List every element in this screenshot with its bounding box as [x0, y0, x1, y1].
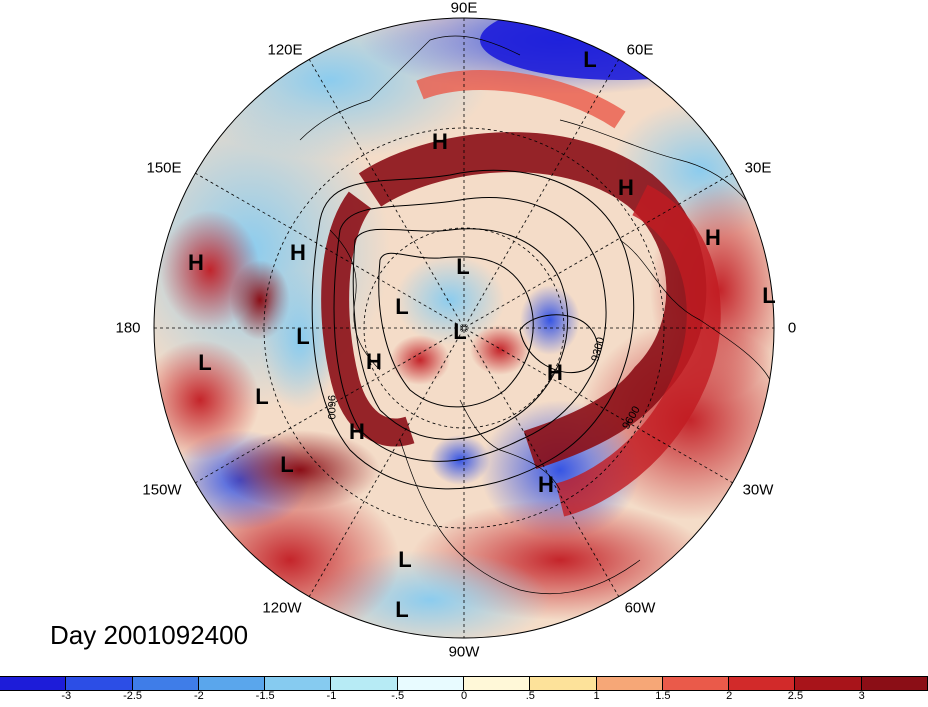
longitude-label: 30E: [744, 159, 772, 177]
longitude-label: 150W: [142, 481, 182, 499]
colorbar-tick-label: .5: [525, 690, 535, 702]
longitude-label: 60W: [624, 599, 656, 617]
colorbar-swatch: [397, 677, 464, 690]
longitude-label: 120W: [262, 599, 302, 617]
low-pressure-marker: L: [762, 283, 776, 308]
colorbar-swatch: [530, 677, 597, 690]
colorbar-tick-label: -.5: [391, 690, 405, 702]
colorbar-swatch: [795, 677, 862, 690]
colorbar-swatch: [0, 677, 67, 690]
colorbar-swatch: [729, 677, 796, 690]
colorbar-tick-label: -2: [193, 690, 204, 702]
high-pressure-marker: H: [705, 225, 721, 250]
longitude-label: 90W: [448, 643, 480, 661]
graticule: [154, 18, 774, 638]
low-pressure-marker: L: [198, 350, 212, 375]
map-boundary: [153, 17, 775, 639]
high-pressure-marker: H: [290, 240, 306, 265]
low-pressure-marker: L: [398, 547, 412, 572]
colorbar-swatch: [463, 677, 531, 690]
colorbar-swatch: [861, 677, 928, 690]
colorbar-swatch: [198, 677, 266, 690]
longitude-label: 30W: [742, 481, 774, 499]
colorbar-swatch: [331, 677, 398, 690]
longitude-label: 180: [115, 319, 141, 337]
low-pressure-marker: L: [255, 384, 269, 409]
colorbar-tick-label: 0: [460, 690, 468, 702]
low-pressure-marker: L: [453, 319, 467, 344]
colorbar-tick-label: -2.5: [123, 690, 143, 702]
low-pressure-marker: L: [280, 452, 294, 477]
colorbar-swatch: [66, 677, 133, 690]
geopotential-contours: [311, 169, 635, 490]
date-label: Day 2001092400: [50, 620, 249, 650]
high-pressure-marker: H: [349, 419, 365, 444]
high-pressure-marker: H: [618, 175, 634, 200]
low-pressure-marker: L: [395, 294, 409, 319]
colorbar-tick-label: 2: [726, 690, 733, 702]
low-pressure-marker: L: [456, 254, 470, 279]
low-pressure-marker: L: [583, 47, 597, 72]
colorbar-tick-label: -1.5: [255, 690, 275, 702]
longitude-label: 0: [787, 319, 797, 337]
colorbar-swatch: [662, 677, 730, 690]
colorbar-tick-label: 3: [858, 690, 865, 702]
colorbar-tick-label: 1: [593, 690, 600, 702]
high-pressure-marker: H: [188, 250, 204, 275]
colorbar-tick-label: 1.5: [655, 690, 671, 702]
colorbar-swatch: [132, 677, 199, 690]
colorbar-swatch: [596, 677, 663, 690]
high-pressure-marker: H: [547, 360, 563, 385]
colorbar-tick-label: -1: [326, 690, 337, 702]
colorbar: [0, 676, 928, 691]
low-pressure-marker: L: [395, 597, 409, 622]
longitude-label: 90E: [450, 0, 478, 17]
contour-label: 9600: [325, 395, 337, 419]
high-pressure-marker: H: [366, 349, 382, 374]
high-pressure-marker: H: [538, 472, 554, 497]
high-pressure-marker: H: [432, 129, 448, 154]
coastlines: [299, 35, 771, 595]
low-pressure-marker: L: [296, 324, 310, 349]
longitude-label: 120E: [267, 41, 303, 59]
longitude-label: 150E: [146, 159, 182, 177]
colorbar-tick-label: 2.5: [787, 690, 804, 702]
longitude-label: 60E: [626, 41, 654, 59]
colorbar-swatch: [265, 677, 332, 690]
colorbar-tick-label: -3: [61, 690, 72, 702]
